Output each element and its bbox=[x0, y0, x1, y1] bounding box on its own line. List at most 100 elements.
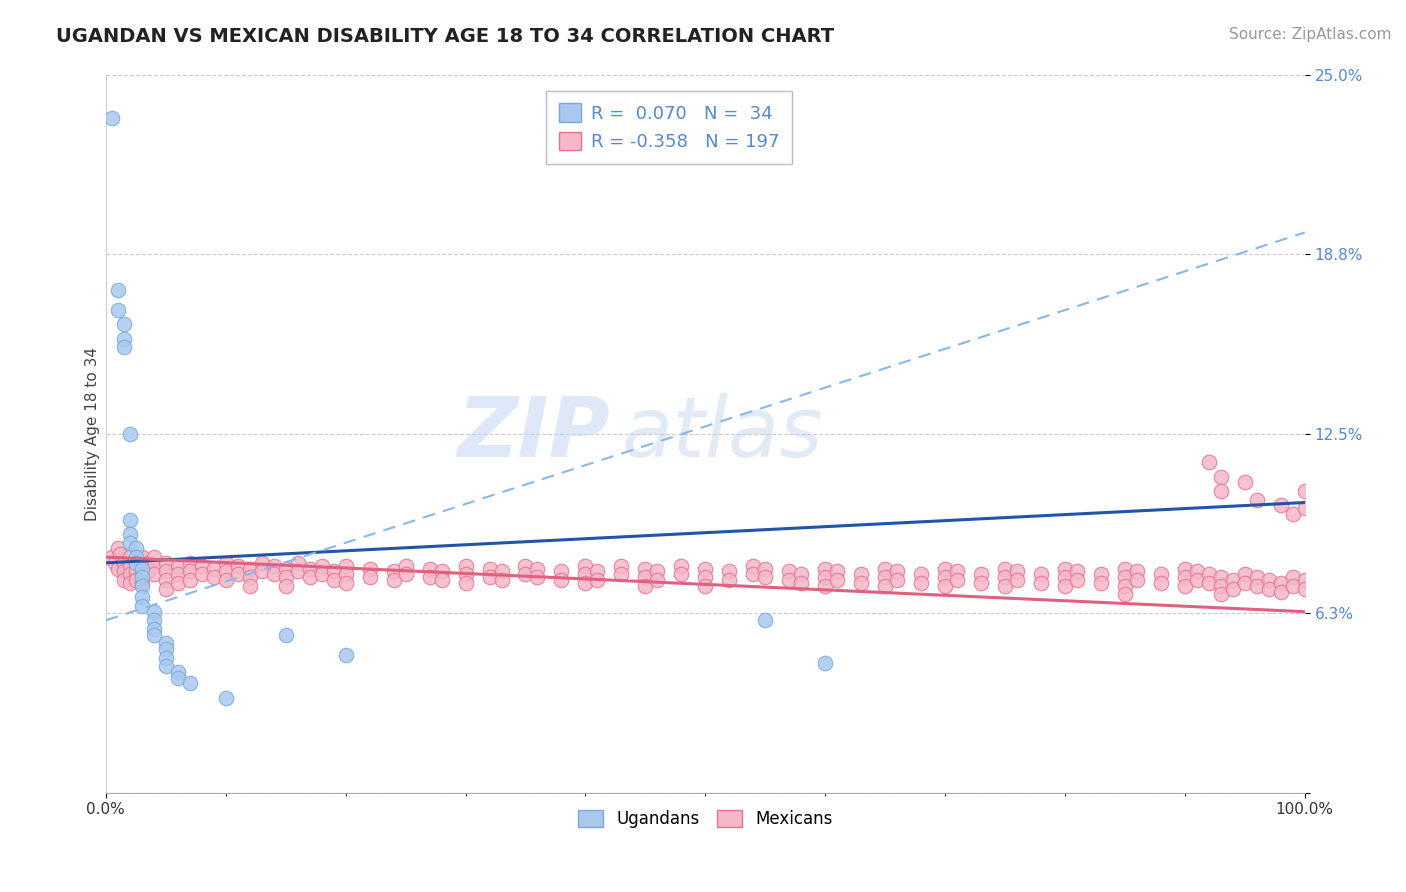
Point bbox=[946, 573, 969, 587]
Point bbox=[742, 567, 765, 582]
Point bbox=[695, 570, 717, 584]
Point bbox=[1222, 573, 1244, 587]
Point bbox=[118, 558, 141, 573]
Point bbox=[754, 570, 776, 584]
Point bbox=[394, 558, 416, 573]
Point bbox=[142, 605, 165, 619]
Point bbox=[574, 558, 596, 573]
Point bbox=[131, 570, 153, 584]
Point bbox=[550, 573, 572, 587]
Point bbox=[790, 576, 813, 591]
Point bbox=[851, 567, 873, 582]
Point bbox=[394, 567, 416, 582]
Point bbox=[1198, 576, 1220, 591]
Point bbox=[118, 527, 141, 541]
Point bbox=[359, 570, 381, 584]
Point bbox=[1150, 576, 1173, 591]
Point bbox=[226, 558, 249, 573]
Point bbox=[994, 561, 1017, 575]
Point bbox=[131, 576, 153, 591]
Point bbox=[298, 570, 321, 584]
Point bbox=[718, 565, 741, 579]
Point bbox=[1270, 584, 1292, 599]
Legend: Ugandans, Mexicans: Ugandans, Mexicans bbox=[572, 803, 839, 835]
Point bbox=[155, 582, 177, 596]
Point bbox=[142, 622, 165, 636]
Point bbox=[359, 561, 381, 575]
Text: ZIP: ZIP bbox=[457, 393, 609, 474]
Point bbox=[131, 561, 153, 575]
Point bbox=[382, 573, 405, 587]
Point bbox=[970, 567, 993, 582]
Point bbox=[586, 573, 609, 587]
Point bbox=[1246, 492, 1268, 507]
Point bbox=[125, 556, 148, 570]
Point bbox=[1198, 567, 1220, 582]
Point bbox=[155, 659, 177, 673]
Point bbox=[1209, 587, 1232, 601]
Point bbox=[107, 561, 129, 575]
Point bbox=[1294, 582, 1316, 596]
Point bbox=[131, 550, 153, 565]
Point bbox=[112, 318, 135, 332]
Point bbox=[274, 561, 297, 575]
Point bbox=[910, 567, 932, 582]
Point bbox=[1174, 579, 1197, 593]
Point bbox=[1281, 579, 1303, 593]
Point bbox=[335, 558, 357, 573]
Point bbox=[1281, 570, 1303, 584]
Point bbox=[274, 579, 297, 593]
Point bbox=[125, 556, 148, 570]
Point bbox=[179, 676, 201, 690]
Point bbox=[104, 556, 127, 570]
Point bbox=[814, 579, 837, 593]
Point bbox=[215, 565, 238, 579]
Point bbox=[335, 648, 357, 662]
Point bbox=[586, 565, 609, 579]
Point bbox=[202, 561, 225, 575]
Point bbox=[118, 576, 141, 591]
Point bbox=[1185, 565, 1208, 579]
Point bbox=[131, 599, 153, 613]
Point bbox=[1053, 561, 1076, 575]
Point bbox=[215, 556, 238, 570]
Point bbox=[191, 567, 214, 582]
Point bbox=[454, 567, 477, 582]
Point bbox=[1233, 576, 1256, 591]
Point bbox=[191, 558, 214, 573]
Point bbox=[166, 558, 188, 573]
Point bbox=[647, 573, 669, 587]
Point bbox=[875, 561, 897, 575]
Point bbox=[1209, 579, 1232, 593]
Point bbox=[335, 567, 357, 582]
Point bbox=[311, 558, 333, 573]
Point bbox=[107, 303, 129, 318]
Point bbox=[155, 642, 177, 657]
Point bbox=[1233, 567, 1256, 582]
Point bbox=[179, 556, 201, 570]
Point bbox=[142, 550, 165, 565]
Point bbox=[1294, 483, 1316, 498]
Point bbox=[454, 576, 477, 591]
Point bbox=[1114, 561, 1136, 575]
Point bbox=[298, 561, 321, 575]
Point bbox=[142, 613, 165, 627]
Point bbox=[335, 576, 357, 591]
Point bbox=[263, 558, 285, 573]
Point bbox=[263, 567, 285, 582]
Point bbox=[1270, 576, 1292, 591]
Point bbox=[322, 565, 344, 579]
Point bbox=[250, 556, 273, 570]
Point bbox=[1053, 579, 1076, 593]
Point bbox=[934, 570, 956, 584]
Point bbox=[142, 628, 165, 642]
Point bbox=[419, 561, 441, 575]
Point bbox=[112, 565, 135, 579]
Point bbox=[1174, 570, 1197, 584]
Point bbox=[1090, 576, 1112, 591]
Point bbox=[994, 570, 1017, 584]
Point bbox=[1222, 582, 1244, 596]
Point bbox=[274, 628, 297, 642]
Point bbox=[634, 570, 657, 584]
Point bbox=[695, 561, 717, 575]
